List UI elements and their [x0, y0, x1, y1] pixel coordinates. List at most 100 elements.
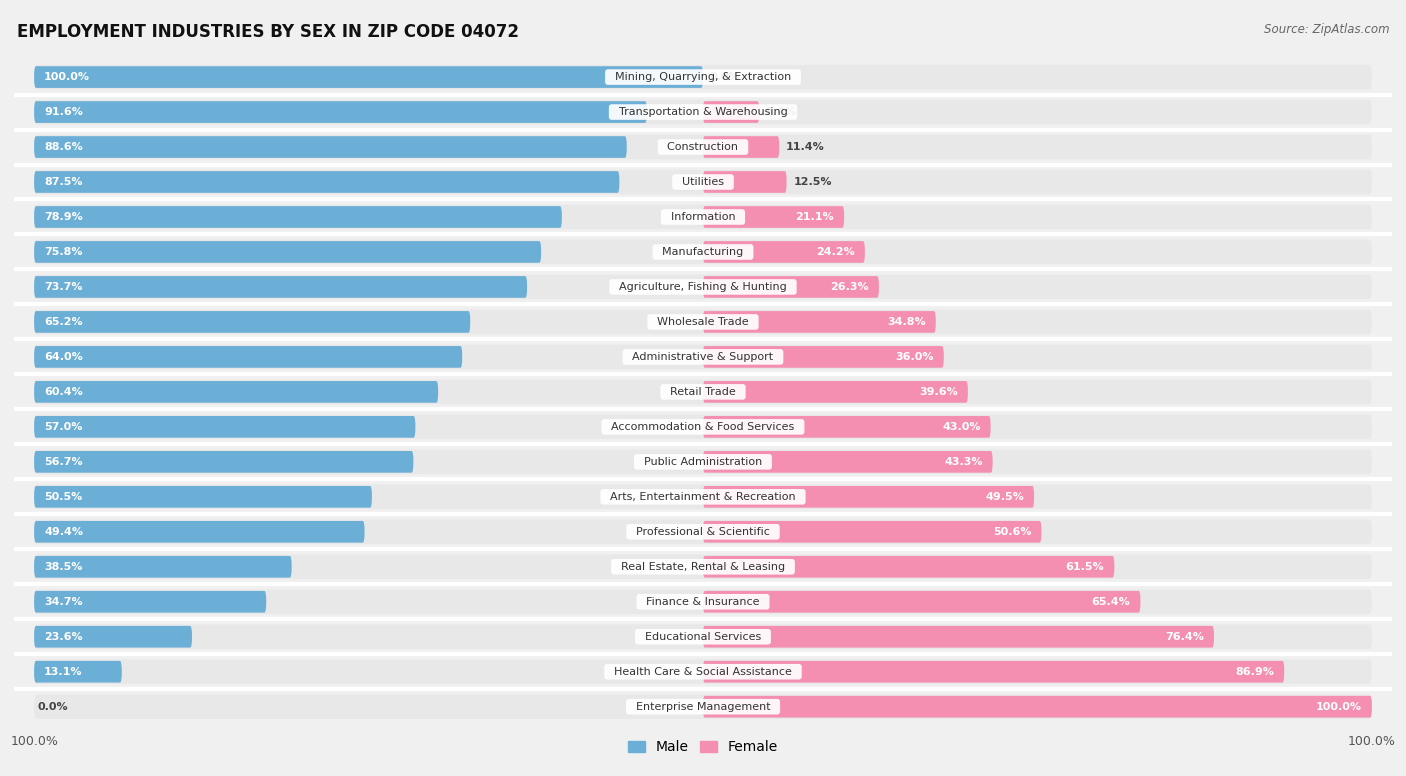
FancyBboxPatch shape: [703, 486, 1033, 508]
FancyBboxPatch shape: [703, 696, 1372, 718]
Text: 100.0%: 100.0%: [1316, 702, 1362, 712]
FancyBboxPatch shape: [34, 311, 470, 333]
Text: 73.7%: 73.7%: [44, 282, 83, 292]
FancyBboxPatch shape: [703, 381, 967, 403]
FancyBboxPatch shape: [34, 661, 122, 683]
FancyBboxPatch shape: [703, 206, 844, 228]
Text: Administrative & Support: Administrative & Support: [626, 352, 780, 362]
FancyBboxPatch shape: [34, 100, 1372, 124]
Text: Manufacturing: Manufacturing: [655, 247, 751, 257]
Text: 43.3%: 43.3%: [943, 457, 983, 467]
Text: 64.0%: 64.0%: [44, 352, 83, 362]
FancyBboxPatch shape: [34, 416, 415, 438]
Text: Information: Information: [664, 212, 742, 222]
FancyBboxPatch shape: [703, 451, 993, 473]
FancyBboxPatch shape: [34, 486, 373, 508]
Text: Utilities: Utilities: [675, 177, 731, 187]
FancyBboxPatch shape: [34, 379, 1372, 404]
FancyBboxPatch shape: [703, 311, 936, 333]
Text: 88.6%: 88.6%: [44, 142, 83, 152]
Text: 87.5%: 87.5%: [44, 177, 83, 187]
FancyBboxPatch shape: [34, 310, 1372, 334]
Text: 49.4%: 49.4%: [44, 527, 83, 537]
FancyBboxPatch shape: [34, 65, 1372, 89]
Text: 39.6%: 39.6%: [920, 387, 957, 397]
Text: 0.0%: 0.0%: [710, 72, 741, 82]
Text: Public Administration: Public Administration: [637, 457, 769, 467]
Text: 36.0%: 36.0%: [896, 352, 934, 362]
Text: 56.7%: 56.7%: [44, 457, 83, 467]
Text: Construction: Construction: [661, 142, 745, 152]
FancyBboxPatch shape: [34, 135, 1372, 159]
Text: 65.4%: 65.4%: [1091, 597, 1130, 607]
FancyBboxPatch shape: [34, 346, 463, 368]
FancyBboxPatch shape: [34, 660, 1372, 684]
FancyBboxPatch shape: [34, 626, 193, 648]
Text: 50.5%: 50.5%: [44, 492, 83, 502]
Text: 23.6%: 23.6%: [44, 632, 83, 642]
FancyBboxPatch shape: [34, 136, 627, 158]
Text: 11.4%: 11.4%: [786, 142, 825, 152]
Text: Professional & Scientific: Professional & Scientific: [628, 527, 778, 537]
FancyBboxPatch shape: [34, 451, 413, 473]
FancyBboxPatch shape: [34, 170, 1372, 194]
Text: 65.2%: 65.2%: [44, 317, 83, 327]
Text: 21.1%: 21.1%: [796, 212, 834, 222]
FancyBboxPatch shape: [703, 591, 1140, 612]
FancyBboxPatch shape: [34, 205, 1372, 229]
Text: Mining, Quarrying, & Extraction: Mining, Quarrying, & Extraction: [607, 72, 799, 82]
Text: 91.6%: 91.6%: [44, 107, 83, 117]
Text: 49.5%: 49.5%: [986, 492, 1024, 502]
Text: Enterprise Management: Enterprise Management: [628, 702, 778, 712]
Text: Health Care & Social Assistance: Health Care & Social Assistance: [607, 667, 799, 677]
Text: Wholesale Trade: Wholesale Trade: [650, 317, 756, 327]
Text: 76.4%: 76.4%: [1166, 632, 1204, 642]
Text: Retail Trade: Retail Trade: [664, 387, 742, 397]
FancyBboxPatch shape: [34, 240, 1372, 264]
FancyBboxPatch shape: [34, 555, 1372, 579]
Text: 100.0%: 100.0%: [44, 72, 90, 82]
Text: 13.1%: 13.1%: [44, 667, 83, 677]
FancyBboxPatch shape: [34, 556, 291, 577]
Legend: Male, Female: Male, Female: [623, 735, 783, 760]
Text: Real Estate, Rental & Leasing: Real Estate, Rental & Leasing: [614, 562, 792, 572]
Text: 75.8%: 75.8%: [44, 247, 83, 257]
FancyBboxPatch shape: [34, 171, 620, 193]
FancyBboxPatch shape: [34, 101, 647, 123]
Text: Educational Services: Educational Services: [638, 632, 768, 642]
FancyBboxPatch shape: [34, 625, 1372, 649]
FancyBboxPatch shape: [703, 521, 1042, 542]
Text: 34.7%: 34.7%: [44, 597, 83, 607]
FancyBboxPatch shape: [703, 661, 1284, 683]
Text: 61.5%: 61.5%: [1066, 562, 1104, 572]
Text: 34.8%: 34.8%: [887, 317, 925, 327]
FancyBboxPatch shape: [703, 276, 879, 298]
FancyBboxPatch shape: [34, 206, 562, 228]
FancyBboxPatch shape: [703, 346, 943, 368]
Text: Finance & Insurance: Finance & Insurance: [640, 597, 766, 607]
FancyBboxPatch shape: [703, 416, 991, 438]
Text: 0.0%: 0.0%: [38, 702, 67, 712]
FancyBboxPatch shape: [34, 381, 439, 403]
FancyBboxPatch shape: [34, 414, 1372, 439]
FancyBboxPatch shape: [34, 345, 1372, 369]
FancyBboxPatch shape: [34, 695, 1372, 719]
FancyBboxPatch shape: [703, 136, 779, 158]
FancyBboxPatch shape: [34, 275, 1372, 300]
Text: 78.9%: 78.9%: [44, 212, 83, 222]
Text: Arts, Entertainment & Recreation: Arts, Entertainment & Recreation: [603, 492, 803, 502]
Text: 50.6%: 50.6%: [993, 527, 1032, 537]
Text: 57.0%: 57.0%: [44, 422, 83, 432]
FancyBboxPatch shape: [34, 484, 1372, 509]
FancyBboxPatch shape: [703, 101, 759, 123]
Text: 38.5%: 38.5%: [44, 562, 83, 572]
FancyBboxPatch shape: [34, 241, 541, 263]
Text: 8.4%: 8.4%: [766, 107, 797, 117]
Text: Agriculture, Fishing & Hunting: Agriculture, Fishing & Hunting: [612, 282, 794, 292]
FancyBboxPatch shape: [703, 626, 1213, 648]
Text: 86.9%: 86.9%: [1236, 667, 1274, 677]
FancyBboxPatch shape: [34, 66, 703, 88]
FancyBboxPatch shape: [34, 449, 1372, 474]
FancyBboxPatch shape: [703, 241, 865, 263]
Text: Accommodation & Food Services: Accommodation & Food Services: [605, 422, 801, 432]
